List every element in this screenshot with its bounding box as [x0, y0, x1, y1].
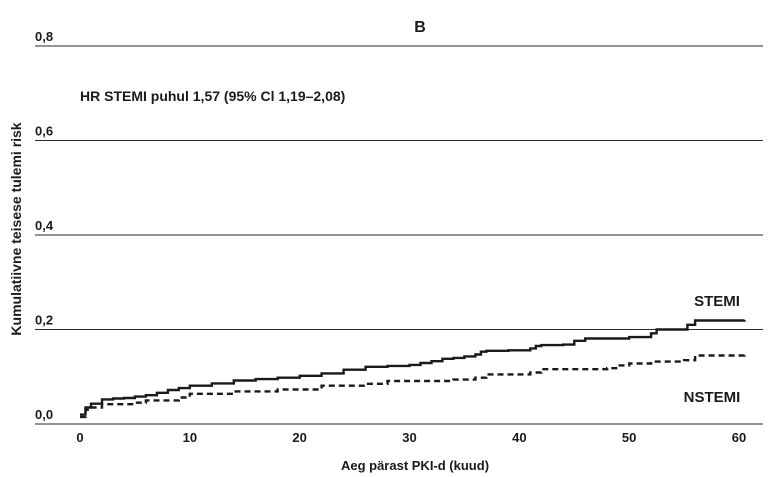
x-tick-label-6: 60 [732, 430, 746, 445]
y-tick-labels: 0,0 0,2 0,4 0,6 0,8 [35, 29, 54, 422]
hazard-ratio-annotation: HR STEMI puhul 1,57 (95% Cl 1,19–2,08) [80, 88, 345, 104]
x-tick-label-3: 30 [402, 430, 416, 445]
grid-layer [35, 45, 763, 425]
x-tick-label-5: 50 [622, 430, 636, 445]
y-tick-label-1: 0,2 [35, 313, 53, 328]
series-label-stemi: STEMI [694, 293, 740, 310]
y-tick-label-0: 0,0 [35, 407, 53, 422]
x-tick-label-4: 40 [512, 430, 526, 445]
series-line-stemi [80, 319, 746, 416]
y-tick-label-2: 0,4 [35, 218, 54, 233]
x-axis-label: Aeg pärast PKI-d (kuud) [341, 458, 489, 473]
y-tick-label-4: 0,8 [35, 29, 53, 44]
series-layer [80, 319, 746, 419]
series-label-nstemi: NSTEMI [684, 389, 741, 406]
x-tick-labels: 0 10 20 30 40 50 60 [76, 430, 746, 445]
x-tick-label-1: 10 [183, 430, 197, 445]
series-line-nstemi [80, 354, 746, 419]
y-axis-label: Kumulatiivne teisese tulemi risk [8, 122, 24, 335]
x-tick-label-0: 0 [76, 430, 83, 445]
x-tick-label-2: 20 [292, 430, 306, 445]
chart-title: B [414, 19, 426, 36]
y-tick-label-3: 0,6 [35, 124, 53, 139]
